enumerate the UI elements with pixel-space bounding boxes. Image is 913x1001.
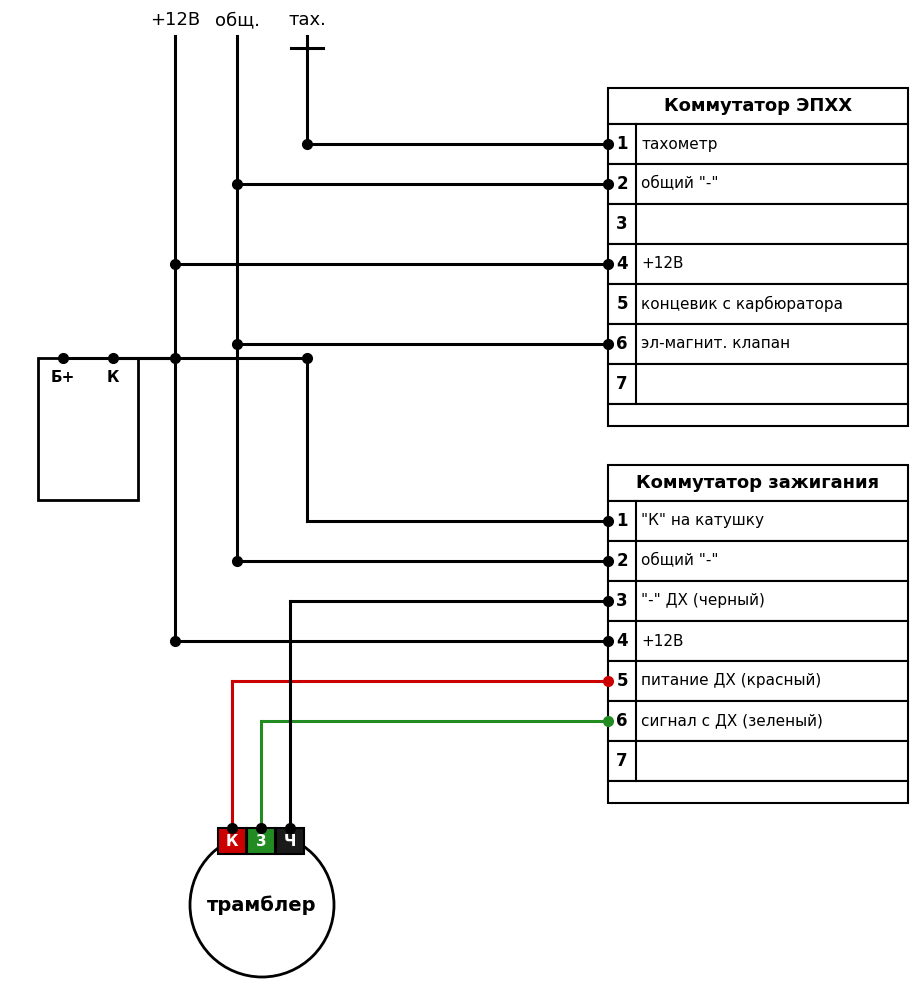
Bar [608, 661, 908, 701]
Text: Коммутатор зажигания: Коммутатор зажигания [636, 474, 879, 492]
Text: сигнал с ДХ (зеленый): сигнал с ДХ (зеленый) [641, 714, 823, 729]
Text: питание ДХ (красный): питание ДХ (красный) [641, 674, 822, 689]
Text: трамблер: трамблер [207, 895, 317, 915]
Text: общий "-": общий "-" [641, 554, 719, 569]
Bar [608, 244, 908, 284]
Text: "К" на катушку: "К" на катушку [641, 514, 764, 529]
Text: "-" ДХ (черный): "-" ДХ (черный) [641, 594, 765, 609]
Bar [608, 164, 908, 204]
Text: 7: 7 [616, 752, 628, 770]
Bar [608, 465, 908, 500]
Bar [38, 358, 138, 500]
Bar [608, 204, 908, 244]
Text: Коммутатор ЭПХХ: Коммутатор ЭПХХ [664, 97, 852, 115]
Text: эл-магнит. клапан: эл-магнит. клапан [641, 336, 790, 351]
Text: 6: 6 [616, 712, 628, 730]
Text: тах.: тах. [289, 11, 326, 29]
Bar [608, 324, 908, 364]
Text: +12В: +12В [641, 634, 684, 649]
Bar [608, 741, 908, 781]
Text: 5: 5 [616, 295, 628, 313]
Bar [608, 701, 908, 741]
Bar [608, 124, 908, 164]
Text: общий "-": общий "-" [641, 176, 719, 191]
Text: общ.: общ. [215, 11, 259, 29]
Text: 7: 7 [616, 375, 628, 393]
Text: 2: 2 [616, 175, 628, 193]
Bar [608, 500, 908, 541]
Text: +12В: +12В [150, 11, 200, 29]
Bar [247, 828, 275, 854]
Bar [608, 581, 908, 621]
Bar [608, 284, 908, 324]
Text: 3: 3 [256, 834, 267, 849]
Text: 6: 6 [616, 335, 628, 353]
Bar [608, 364, 908, 404]
Bar [276, 828, 304, 854]
Text: Ч: Ч [284, 834, 296, 849]
Text: +12В: +12В [641, 256, 684, 271]
Bar [608, 781, 908, 803]
Text: 4: 4 [616, 632, 628, 650]
Bar [608, 88, 908, 124]
Text: 3: 3 [616, 215, 628, 233]
Text: 5: 5 [616, 672, 628, 690]
Text: 3: 3 [616, 592, 628, 610]
Text: концевик с карбюратора: концевик с карбюратора [641, 296, 843, 312]
Bar [218, 828, 246, 854]
Text: 1: 1 [616, 135, 628, 153]
Text: Б+: Б+ [51, 370, 75, 385]
Bar [608, 404, 908, 426]
Bar [608, 541, 908, 581]
Bar [608, 621, 908, 661]
Text: К: К [226, 834, 238, 849]
Circle shape [190, 833, 334, 977]
Text: тахометр: тахометр [641, 136, 718, 151]
Text: 2: 2 [616, 552, 628, 570]
Text: 1: 1 [616, 512, 628, 530]
Text: К: К [107, 370, 120, 385]
Text: 4: 4 [616, 255, 628, 273]
